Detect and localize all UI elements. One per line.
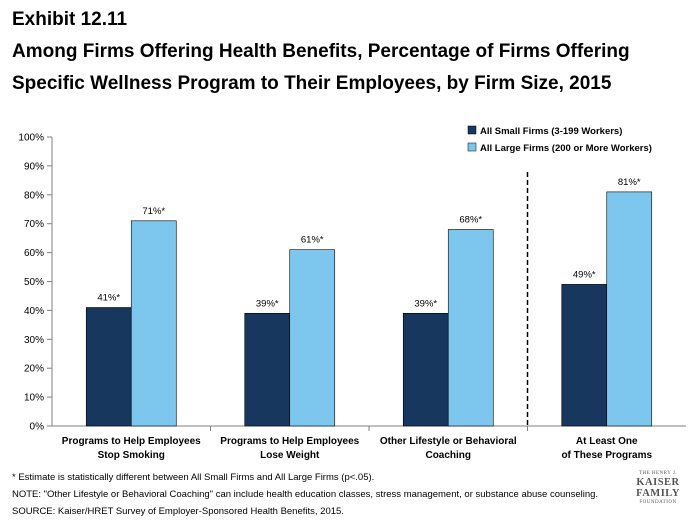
significance-footnote: * Estimate is statistically different be… — [12, 472, 375, 483]
y-tick-label: 10% — [24, 393, 44, 404]
x-category-label: Coaching — [425, 450, 471, 461]
chart-title-line-2: Specific Wellness Program to Their Emplo… — [12, 73, 612, 94]
x-category-label: of These Programs — [561, 450, 652, 461]
y-tick-label: 50% — [24, 277, 44, 288]
bar-small-firms — [244, 312, 291, 427]
legend-swatch — [467, 125, 477, 135]
bar-large-firms — [606, 191, 653, 427]
bar-large-firms — [447, 229, 494, 427]
data-label: 71%* — [142, 206, 165, 217]
x-category-label: Other Lifestyle or Behavioral — [380, 436, 517, 447]
x-category-label: Programs to Help Employees — [62, 436, 201, 447]
chart-title-line-1: Among Firms Offering Health Benefits, Pe… — [12, 41, 630, 62]
y-tick-label: 80% — [24, 190, 44, 201]
x-category-label: At Least One — [576, 436, 638, 447]
y-tick-label: 40% — [24, 306, 44, 317]
data-label: 39%* — [256, 298, 279, 309]
exhibit-number: Exhibit 12.11 — [12, 9, 128, 30]
y-tick-label: 30% — [24, 335, 44, 346]
logo-line-2: KAISER — [636, 477, 680, 488]
bar-chart: 0% 10% 20% 30% 40% 50% 60% 70% 80% 90% 100% 41%* 71%… — [18, 125, 686, 461]
data-label: 41%* — [97, 293, 120, 304]
legend-label: All Large Firms (200 or More Workers) — [480, 143, 652, 154]
y-tick-label: 0% — [30, 422, 45, 433]
y-tick-label: 100% — [18, 133, 44, 144]
x-category-label: Stop Smoking — [98, 450, 165, 461]
logo-line-3: FAMILY — [636, 488, 680, 499]
legend-label: All Small Firms (3-199 Workers) — [480, 126, 622, 137]
data-label: 39%* — [414, 298, 437, 309]
bar-large-firms — [289, 249, 336, 427]
y-tick-label: 20% — [24, 364, 44, 375]
y-tick-label: 90% — [24, 161, 44, 172]
bar-small-firms — [561, 284, 608, 427]
bar-small-firms — [85, 307, 132, 427]
note-footnote: NOTE: "Other Lifestyle or Behavioral Coa… — [12, 489, 599, 500]
data-label: 68%* — [459, 214, 482, 225]
x-category-label: Lose Weight — [260, 450, 320, 461]
bar-small-firms — [402, 312, 449, 427]
kff-logo: THE HENRY J. KAISER FAMILY FOUNDATION — [627, 470, 689, 506]
y-tick-label: 60% — [24, 248, 44, 259]
y-tick-label: 70% — [24, 219, 44, 230]
data-label: 49%* — [573, 269, 596, 280]
x-category-label: Programs to Help Employees — [220, 436, 359, 447]
logo-line-4: FOUNDATION — [639, 500, 677, 505]
data-label: 61%* — [301, 235, 324, 246]
logo-line-1: THE HENRY J. — [638, 471, 678, 476]
legend-swatch — [467, 142, 477, 152]
source-footnote: SOURCE: Kaiser/HRET Survey of Employer-S… — [12, 506, 344, 517]
data-label: 81%* — [618, 177, 641, 188]
bar-large-firms — [130, 220, 177, 427]
